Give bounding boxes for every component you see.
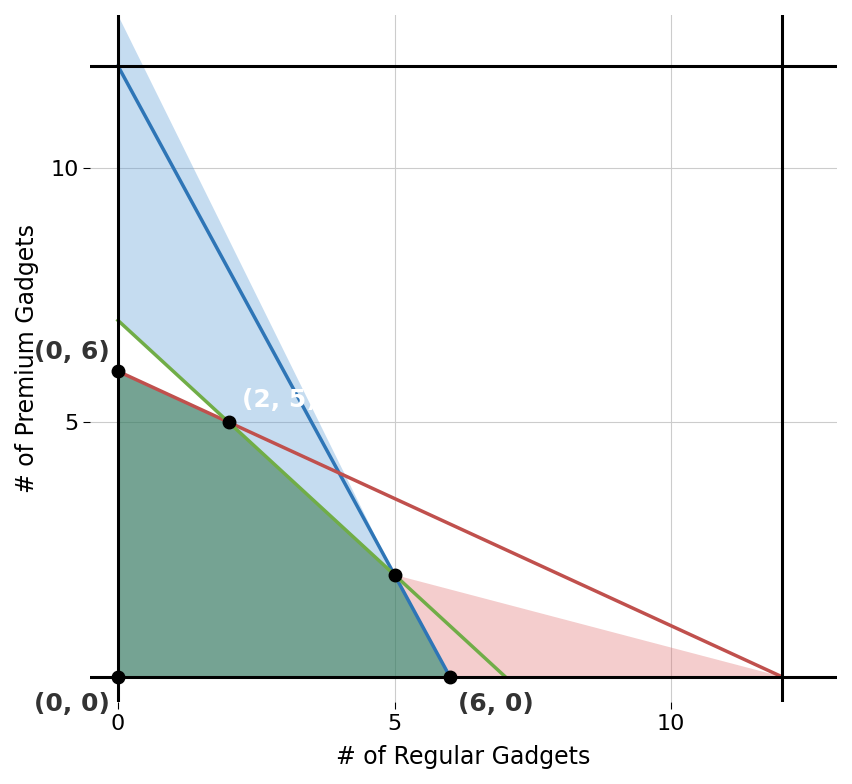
- Y-axis label: # of Premium Gadgets: # of Premium Gadgets: [15, 224, 39, 493]
- Polygon shape: [118, 372, 450, 677]
- Polygon shape: [394, 575, 781, 677]
- Text: (6, 0): (6, 0): [458, 692, 534, 716]
- Text: (0, 0): (0, 0): [34, 692, 110, 716]
- Text: (0, 6): (0, 6): [34, 339, 110, 364]
- X-axis label: # of Regular Gadgets: # of Regular Gadgets: [337, 745, 590, 769]
- Text: (5, 2): (5, 2): [408, 541, 484, 564]
- Polygon shape: [118, 15, 394, 575]
- Text: (2, 5): (2, 5): [243, 388, 318, 412]
